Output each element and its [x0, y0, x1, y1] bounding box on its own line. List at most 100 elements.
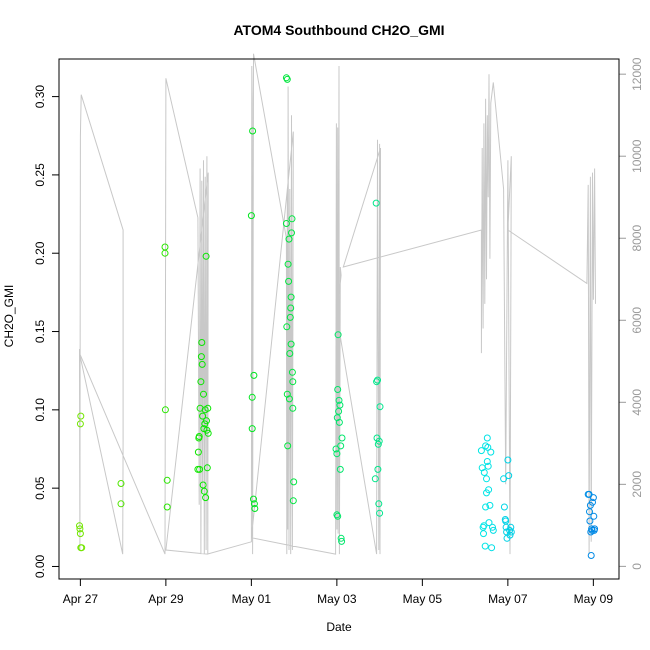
x-tick-label: May 07	[488, 592, 528, 606]
data-point	[587, 552, 595, 559]
data-point	[374, 440, 382, 448]
data-point	[586, 517, 594, 525]
x-tick-label: May 09	[574, 592, 614, 606]
data-point	[284, 260, 292, 268]
data-point	[285, 277, 293, 285]
data-point	[589, 494, 597, 502]
data-point	[507, 528, 515, 536]
data-point	[335, 407, 343, 415]
data-point	[163, 476, 171, 484]
data-point	[483, 489, 490, 497]
x-axis-label: Date	[326, 620, 352, 634]
data-point	[480, 530, 487, 538]
data-point	[289, 497, 297, 505]
y2-tick-label: 10000	[630, 139, 644, 173]
data-point	[76, 522, 83, 530]
y-tick-label: 0.30	[33, 85, 47, 109]
altitude-trace	[79, 53, 596, 555]
y2-tick-label: 6000	[630, 307, 644, 334]
data-point	[247, 212, 255, 220]
x-tick-label: May 03	[317, 592, 357, 606]
data-point	[196, 465, 204, 473]
y2-tick-label: 0	[630, 563, 644, 570]
data-point	[250, 495, 257, 503]
data-point	[204, 429, 212, 437]
y-tick-label: 0.00	[33, 554, 47, 578]
data-point	[485, 519, 493, 527]
data-point	[203, 417, 210, 425]
data-point	[489, 526, 497, 534]
data-point	[250, 500, 258, 508]
data-point	[371, 475, 379, 483]
x-tick-label: Apr 27	[63, 592, 99, 606]
data-point	[376, 509, 384, 517]
data-point	[197, 378, 205, 386]
data-point	[332, 445, 340, 453]
data-point	[500, 503, 508, 511]
data-point	[335, 418, 343, 426]
data-point	[117, 480, 125, 487]
data-point	[284, 442, 292, 450]
x-tick-label: May 01	[232, 592, 272, 606]
data-point	[195, 433, 203, 440]
data-point	[480, 522, 488, 530]
data-point	[333, 450, 341, 458]
data-point	[287, 304, 295, 312]
data-point	[374, 376, 381, 384]
data-point	[198, 360, 206, 368]
data-point	[375, 437, 383, 445]
data-point	[338, 434, 346, 442]
altitude-trace-layer	[79, 53, 596, 555]
data-point	[287, 340, 295, 348]
data-point	[202, 252, 210, 260]
y-axis-label: CH2O_GMI	[2, 285, 16, 348]
y-tick-label: 0.20	[33, 241, 47, 265]
data-point	[199, 412, 207, 420]
y-tick-label: 0.15	[33, 319, 47, 343]
data-point	[248, 393, 256, 401]
data-point	[249, 127, 257, 135]
data-point	[488, 544, 496, 552]
data-point	[288, 215, 296, 223]
data-point	[591, 525, 599, 533]
data-point	[486, 501, 494, 509]
data-point	[482, 503, 490, 511]
data-point	[288, 368, 296, 376]
data-point	[198, 339, 206, 346]
data-point	[374, 465, 382, 473]
data-point	[489, 523, 496, 531]
data-point	[482, 442, 490, 450]
data-point	[283, 75, 291, 83]
data-point	[335, 396, 343, 404]
data-point	[505, 472, 513, 480]
data-point	[285, 395, 293, 403]
data-point	[197, 353, 205, 361]
data-point	[77, 412, 85, 420]
data-point	[477, 447, 485, 455]
y-tick-label: 0.25	[33, 163, 47, 187]
data-points-layer	[76, 74, 599, 559]
y-tick-label: 0.10	[33, 398, 47, 422]
x-tick-label: May 05	[403, 592, 443, 606]
data-point	[76, 530, 84, 538]
data-point	[372, 199, 380, 207]
data-point	[589, 498, 596, 506]
data-point	[337, 534, 345, 542]
data-point	[117, 500, 125, 508]
data-point	[199, 481, 207, 489]
data-point	[375, 500, 383, 508]
data-point	[248, 425, 256, 433]
data-point	[338, 537, 346, 545]
data-point	[483, 458, 491, 465]
data-point	[200, 390, 207, 398]
data-point	[334, 386, 342, 393]
data-point	[483, 475, 490, 483]
data-point	[504, 456, 512, 464]
data-point	[506, 526, 514, 534]
data-point	[336, 401, 344, 409]
data-point	[161, 406, 169, 414]
plot-frame	[58, 58, 620, 580]
x-tick-label: Apr 29	[148, 592, 184, 606]
